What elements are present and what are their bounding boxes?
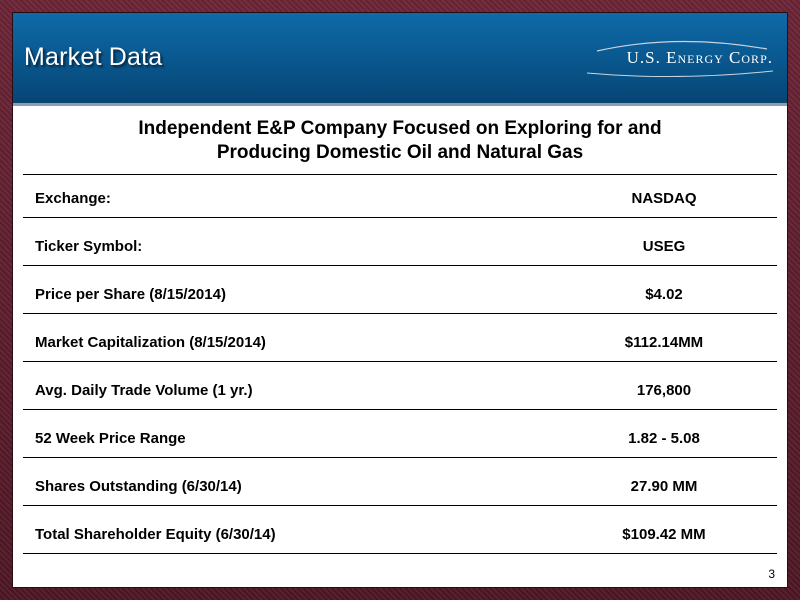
market-data-table: Exchange: NASDAQ Ticker Symbol: USEG Pri… — [23, 174, 777, 554]
table-row: Total Shareholder Equity (6/30/14) $109.… — [23, 506, 777, 554]
logo-text: U.S. Energy Corp. — [626, 48, 773, 67]
logo-swoosh-icon — [586, 40, 774, 77]
row-value: 1.82 - 5.08 — [628, 430, 700, 447]
subtitle-line-2: Producing Domestic Oil and Natural Gas — [216, 142, 584, 163]
table-row: Price per Share (8/15/2014) $4.02 — [23, 266, 777, 314]
row-label: Total Shareholder Equity (6/30/14) — [35, 526, 276, 543]
slide-content: Market Data U.S. Energy Corp. Independen… — [12, 12, 788, 588]
header-bar: Market Data U.S. Energy Corp. — [13, 13, 787, 106]
row-label: Exchange: — [35, 190, 111, 207]
row-label: Ticker Symbol: — [35, 238, 143, 255]
row-label: Market Capitalization (8/15/2014) — [35, 334, 266, 351]
table-row: Avg. Daily Trade Volume (1 yr.) 176,800 — [23, 362, 777, 410]
table-row: Exchange: NASDAQ — [23, 175, 777, 218]
row-value: $109.42 MM — [622, 526, 706, 543]
table-row: Shares Outstanding (6/30/14) 27.90 MM — [23, 458, 777, 506]
table-row: Ticker Symbol: USEG — [23, 218, 777, 266]
row-label: Avg. Daily Trade Volume (1 yr.) — [35, 382, 253, 399]
row-label: 52 Week Price Range — [35, 430, 186, 447]
row-value: NASDAQ — [631, 190, 697, 207]
subtitle-line-1: Independent E&P Company Focused on Explo… — [138, 118, 662, 139]
table-row: 52 Week Price Range 1.82 - 5.08 — [23, 410, 777, 458]
row-value: $4.02 — [645, 286, 683, 303]
row-value: USEG — [642, 238, 686, 255]
page-number: 3 — [768, 567, 775, 581]
row-value: 176,800 — [636, 382, 692, 399]
company-logo: U.S. Energy Corp. — [577, 37, 777, 77]
row-value: $112.14MM — [624, 334, 704, 351]
row-label: Price per Share (8/15/2014) — [35, 286, 226, 303]
row-value: 27.90 MM — [630, 478, 698, 495]
row-label: Shares Outstanding (6/30/14) — [35, 478, 242, 495]
slide-subtitle: Independent E&P Company Focused on Explo… — [13, 117, 787, 165]
page-title: Market Data — [24, 43, 163, 71]
table-row: Market Capitalization (8/15/2014) $112.1… — [23, 314, 777, 362]
